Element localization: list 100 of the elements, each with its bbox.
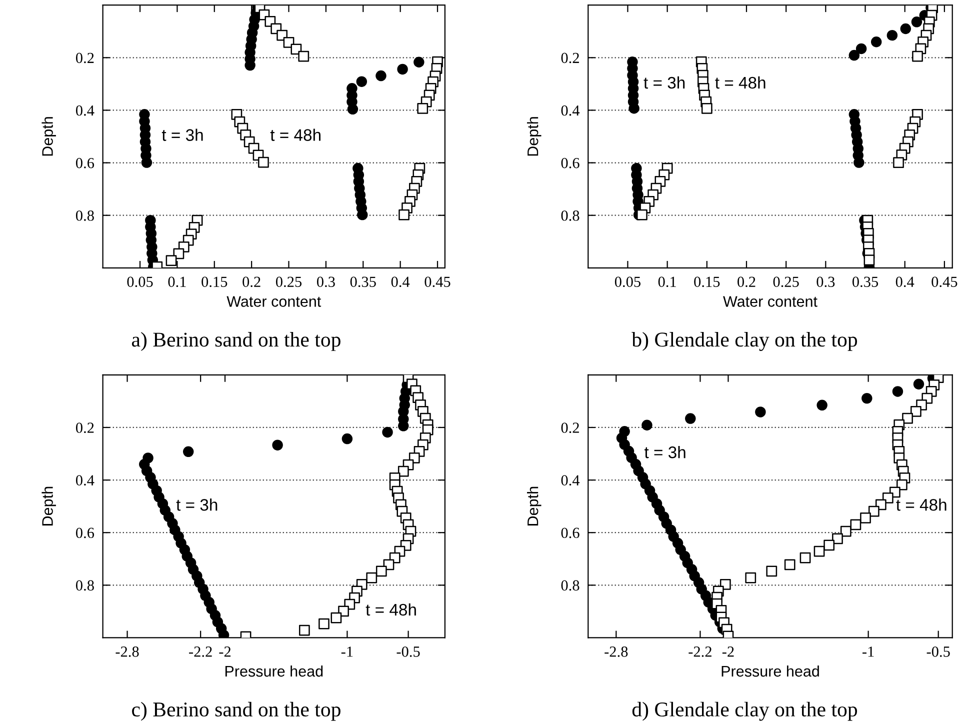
x-tick-label: 0.35 — [350, 276, 376, 288]
point — [832, 533, 843, 544]
annotation: t = 3h — [162, 128, 203, 141]
y-axis-title: Depth — [42, 117, 56, 156]
y-tick-label: 0.2 — [561, 52, 579, 64]
point — [398, 466, 409, 477]
point — [912, 50, 923, 62]
point — [166, 255, 177, 266]
point — [816, 400, 828, 411]
x-tick-label: 0.15 — [202, 276, 228, 288]
x-tick-label: 0.25 — [773, 276, 799, 288]
point — [685, 413, 696, 424]
y-tick-label: 0.4 — [561, 105, 580, 116]
x-tick-label: -2 — [219, 646, 231, 657]
point — [856, 43, 867, 54]
y-tick-label: 0.4 — [76, 105, 94, 116]
x-tick-label: 0.45 — [424, 276, 450, 288]
x-axis-title: Water content — [226, 296, 322, 307]
point — [272, 440, 283, 450]
x-tick-label: 0.05 — [127, 276, 153, 288]
point — [376, 70, 386, 82]
y-tick-label: 0.6 — [76, 528, 94, 538]
point — [366, 572, 378, 584]
x-tick-label: 0.05 — [614, 276, 640, 288]
point — [745, 572, 756, 584]
point — [636, 209, 648, 220]
point — [318, 618, 330, 630]
point — [755, 406, 766, 418]
point — [766, 566, 778, 577]
annotation: t = 48h — [715, 76, 766, 89]
y-tick-label: 0.4 — [561, 475, 580, 486]
text: c) Berino sand on the top — [132, 702, 340, 721]
point — [258, 156, 269, 168]
point — [382, 426, 393, 438]
x-tick-label: 0.3 — [316, 276, 335, 288]
point — [414, 56, 424, 68]
x-tick-label: -0.5 — [926, 646, 950, 657]
point — [347, 104, 358, 115]
point — [824, 540, 835, 551]
y-tick-label: 0.8 — [76, 580, 94, 591]
annotation: t = 48h — [270, 128, 320, 141]
text: d) Glendale clay on the top — [632, 702, 858, 721]
point — [357, 209, 368, 220]
point — [902, 412, 913, 424]
point — [868, 506, 880, 517]
point — [417, 102, 428, 114]
point — [642, 420, 652, 430]
x-tick-label: 0.1 — [168, 276, 186, 288]
x-axis-title: Pressure head — [225, 665, 323, 677]
point — [298, 624, 310, 636]
point — [840, 526, 852, 537]
y-tick-label: 0.2 — [76, 52, 94, 64]
annotation: t = 48h — [366, 603, 416, 616]
point — [376, 566, 387, 577]
point — [342, 433, 353, 444]
x-tick-label: 0.4 — [896, 276, 914, 288]
point — [870, 36, 882, 48]
x-tick-label: -1 — [862, 646, 874, 657]
point — [854, 157, 864, 168]
y-axis-title: Depth — [527, 117, 542, 156]
x-tick-label: 0.3 — [816, 276, 835, 288]
point — [900, 23, 911, 34]
y-tick-label: 0.6 — [561, 528, 580, 538]
point — [893, 157, 904, 168]
point — [356, 76, 368, 87]
point — [330, 612, 342, 624]
y-tick-label: 0.8 — [76, 210, 94, 221]
point — [800, 552, 811, 564]
point — [862, 392, 872, 404]
point — [397, 64, 408, 75]
x-tick-label: -2.8 — [116, 646, 139, 657]
annotation: t = 3h — [644, 76, 685, 89]
point — [141, 157, 152, 168]
point — [850, 519, 862, 530]
point — [784, 559, 796, 570]
point — [860, 512, 871, 524]
x-tick-label: 0.35 — [852, 276, 878, 288]
x-tick-label: 0.15 — [694, 276, 720, 288]
text: b) Glendale clay on the top — [632, 332, 858, 351]
y-axis-title: Depth — [42, 486, 56, 526]
x-tick-label: 0.2 — [242, 276, 260, 288]
point — [182, 446, 194, 458]
x-tick-label: -2.8 — [604, 646, 628, 657]
x-tick-label: -2.2 — [688, 646, 712, 657]
x-tick-label: 0.25 — [276, 276, 302, 288]
point — [218, 630, 230, 638]
y-tick-label: 0.6 — [76, 158, 94, 168]
x-tick-label: -2 — [722, 646, 734, 657]
point — [628, 103, 640, 114]
annotation: t = 3h — [644, 446, 686, 458]
point — [298, 50, 310, 62]
x-tick-label: -0.5 — [396, 646, 420, 657]
y-tick-label: 0.4 — [76, 475, 94, 486]
point — [864, 254, 875, 266]
x-tick-label: 0.4 — [391, 276, 410, 288]
point — [814, 546, 825, 557]
annotation: t = 3h — [176, 498, 218, 511]
y-tick-label: 0.8 — [561, 210, 580, 221]
point — [398, 209, 410, 220]
x-tick-label: 0.1 — [658, 276, 676, 288]
